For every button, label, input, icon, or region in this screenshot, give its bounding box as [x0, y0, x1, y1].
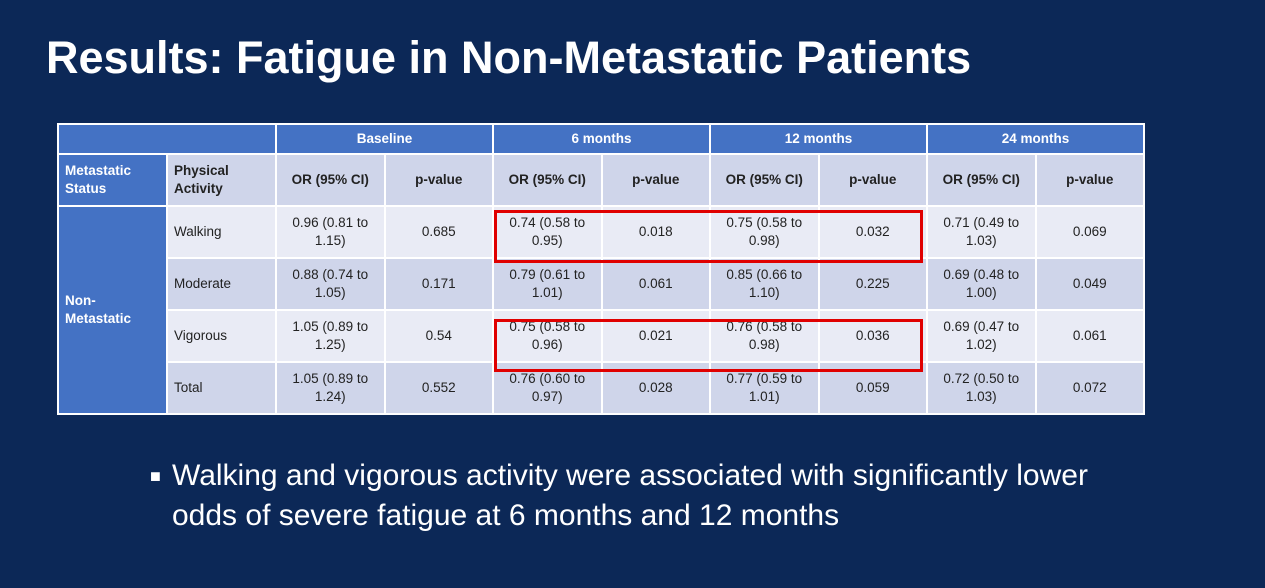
bullet-text: Walking and vigorous activity were assoc…	[172, 459, 1088, 532]
cell: 0.71 (0.49 to 1.03)	[926, 205, 1037, 259]
table-row: Non-Metastatic Walking 0.96 (0.81 to 1.1…	[57, 205, 1146, 415]
cell: 0.685	[383, 205, 494, 259]
cell: 0.036	[817, 309, 929, 363]
cell: 0.54	[383, 309, 494, 363]
cell: 0.021	[600, 309, 712, 363]
header-12-months: 12 months	[709, 123, 929, 155]
cell: 0.69 (0.48 to 1.00)	[926, 257, 1037, 311]
square-bullet-icon: ■	[150, 466, 161, 486]
cell: 0.018	[600, 205, 712, 259]
cell: 0.79 (0.61 to 1.01)	[492, 257, 603, 311]
header-physical-activity: Physical Activity	[166, 153, 277, 207]
cell: 0.85 (0.66 to 1.10)	[709, 257, 820, 311]
header-or: OR (95% CI)	[492, 153, 603, 207]
cell: 0.76 (0.58 to 0.98)	[709, 309, 820, 363]
cell: 0.74 (0.58 to 0.95)	[492, 205, 603, 259]
period-header-row: Baseline 6 months 12 months 24 months	[57, 123, 1146, 155]
header-p: p-value	[383, 153, 494, 207]
header-or: OR (95% CI)	[926, 153, 1037, 207]
header-p: p-value	[600, 153, 712, 207]
cell: 0.061	[600, 257, 712, 311]
cell: 0.75 (0.58 to 0.96)	[492, 309, 603, 363]
header-baseline: Baseline	[275, 123, 494, 155]
cell: 1.05 (0.89 to 1.25)	[275, 309, 386, 363]
header-24-months: 24 months	[926, 123, 1146, 155]
group-non-metastatic: Non-Metastatic	[57, 205, 168, 415]
cell: 0.061	[1034, 309, 1146, 363]
cell: 0.049	[1034, 257, 1146, 311]
table-row: Vigorous 1.05 (0.89 to 1.25) 0.54 0.75 (…	[58, 309, 1146, 363]
activity-cell: Walking	[166, 205, 277, 259]
header-blank	[57, 123, 277, 155]
cell: 0.75 (0.58 to 0.98)	[709, 205, 820, 259]
bullet-list: ■ Walking and vigorous activity were ass…	[150, 456, 1132, 536]
header-p: p-value	[817, 153, 929, 207]
cell: 0.028	[600, 361, 712, 415]
activity-cell: Moderate	[166, 257, 277, 311]
results-table: Baseline 6 months 12 months 24 months Me…	[57, 123, 1146, 415]
header-metastatic-status: Metastatic Status	[57, 153, 168, 207]
header-p: p-value	[1034, 153, 1146, 207]
cell: 0.032	[817, 205, 929, 259]
cell: 0.059	[817, 361, 929, 415]
header-or: OR (95% CI)	[275, 153, 386, 207]
cell: 0.96 (0.81 to 1.15)	[275, 205, 386, 259]
slide-title: Results: Fatigue in Non-Metastatic Patie…	[46, 32, 972, 83]
cell: 1.05 (0.89 to 1.24)	[275, 361, 386, 415]
table-row: Total 1.05 (0.89 to 1.24) 0.552 0.76 (0.…	[58, 361, 1146, 415]
cell: 0.69 (0.47 to 1.02)	[926, 309, 1037, 363]
header-6-months: 6 months	[491, 123, 712, 155]
cell: 0.072	[1034, 361, 1146, 415]
activity-cell: Vigorous	[166, 309, 277, 363]
cell: 0.76 (0.60 to 0.97)	[492, 361, 603, 415]
header-or: OR (95% CI)	[709, 153, 820, 207]
cell: 0.77 (0.59 to 1.01)	[709, 361, 820, 415]
cell: 0.225	[817, 257, 929, 311]
cell: 0.552	[383, 361, 494, 415]
table-row: Moderate 0.88 (0.74 to 1.05) 0.171 0.79 …	[58, 257, 1146, 311]
cell: 0.72 (0.50 to 1.03)	[926, 361, 1037, 415]
cell: 0.88 (0.74 to 1.05)	[275, 257, 386, 311]
column-header-row: Metastatic Status Physical Activity OR (…	[57, 153, 1146, 207]
cell: 0.069	[1034, 205, 1146, 259]
activity-cell: Total	[166, 361, 277, 415]
cell: 0.171	[383, 257, 494, 311]
